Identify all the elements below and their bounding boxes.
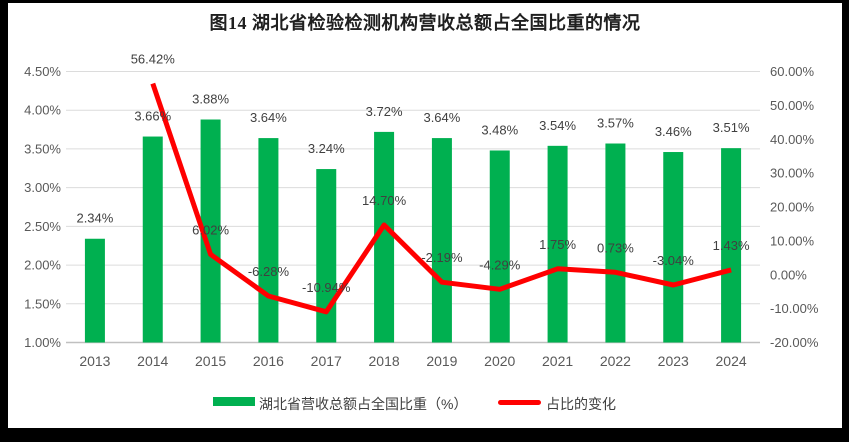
left-axis-tick-label: 4.50%: [24, 64, 61, 79]
left-axis-tick-label: 1.50%: [24, 296, 61, 311]
bar-2017: [316, 169, 337, 343]
year-label: 2019: [426, 353, 457, 369]
left-axis-tick-label: 1.00%: [24, 335, 61, 350]
bar-data-label: 3.64%: [250, 110, 287, 125]
left-axis-tick-label: 3.50%: [24, 141, 61, 156]
line-data-label: 1.43%: [713, 238, 750, 253]
left-axis-tick-label: 4.00%: [24, 103, 61, 118]
year-label: 2023: [658, 353, 689, 369]
line-data-label: 0.73%: [597, 240, 634, 255]
right-axis-tick-label: 40.00%: [770, 132, 815, 147]
line-data-label: 1.75%: [539, 237, 576, 252]
right-axis-tick-label: -20.00%: [770, 335, 819, 350]
right-axis-tick-label: -10.00%: [770, 301, 819, 316]
bar-data-label: 3.88%: [192, 92, 229, 107]
line-data-label: -4.29%: [479, 257, 521, 272]
change-line: [150, 82, 732, 315]
bar-data-label: 3.54%: [539, 118, 576, 133]
year-label: 2014: [137, 353, 168, 369]
bar-2019: [431, 138, 452, 343]
bar-2021: [547, 145, 568, 343]
bar-data-label: 3.64%: [423, 110, 460, 125]
legend-line-label: 占比的变化: [546, 396, 616, 412]
legend-bar-swatch: [213, 397, 255, 406]
left-axis-tick-label: 2.00%: [24, 258, 61, 273]
line-data-label: -6.28%: [248, 264, 290, 279]
bar-2022: [605, 143, 626, 343]
year-label: 2015: [195, 353, 226, 369]
line-data-label: 6.02%: [192, 222, 229, 237]
bar-data-label: 3.57%: [597, 116, 634, 131]
right-axis-tick-label: 10.00%: [770, 233, 815, 248]
line-data-label: -3.04%: [653, 253, 695, 268]
legend-bar-label: 湖北省营收总额占全国比重（%）: [259, 396, 468, 412]
year-label: 2021: [542, 353, 573, 369]
line-data-label: -2.19%: [421, 250, 463, 265]
legend-line-swatch: [498, 400, 541, 405]
right-axis-tick-label: 60.00%: [770, 64, 815, 79]
bar-data-label: 3.48%: [481, 122, 518, 137]
bar-2016: [258, 138, 279, 343]
right-axis-tick-label: 0.00%: [770, 267, 807, 282]
bar-data-label: 3.46%: [655, 124, 692, 139]
left-axis-tick-label: 2.50%: [24, 219, 61, 234]
year-label: 2016: [253, 353, 284, 369]
bar-2023: [663, 152, 684, 343]
year-label: 2022: [600, 353, 631, 369]
bar-data-label: 3.24%: [308, 141, 345, 156]
right-axis-tick-label: 20.00%: [770, 200, 815, 215]
year-label: 2017: [311, 353, 342, 369]
left-axis-tick-label: 3.00%: [24, 180, 61, 195]
bar-data-label: 3.66%: [134, 109, 171, 124]
line-data-label: 14.70%: [362, 193, 407, 208]
year-label: 2024: [716, 353, 747, 369]
bar-data-label: 2.34%: [76, 211, 113, 226]
right-axis-tick-label: 30.00%: [770, 166, 815, 181]
bar-2015: [200, 119, 221, 343]
bar-2020: [489, 150, 510, 343]
chart-title: 图14 湖北省检验检测机构营收总额占全国比重的情况: [209, 13, 641, 33]
bar-2024: [721, 148, 742, 343]
bar-2014: [142, 136, 163, 343]
bar-2018: [374, 131, 395, 343]
line-data-label: -10.94%: [302, 280, 351, 295]
bar-data-label: 3.72%: [366, 104, 403, 119]
right-axis-tick-label: 50.00%: [770, 98, 815, 113]
year-label: 2020: [484, 353, 515, 369]
year-label: 2013: [79, 353, 110, 369]
year-label: 2018: [369, 353, 400, 369]
line-data-label: 56.42%: [131, 52, 176, 67]
bar-2013: [84, 238, 105, 343]
bar-data-label: 3.51%: [713, 120, 750, 135]
